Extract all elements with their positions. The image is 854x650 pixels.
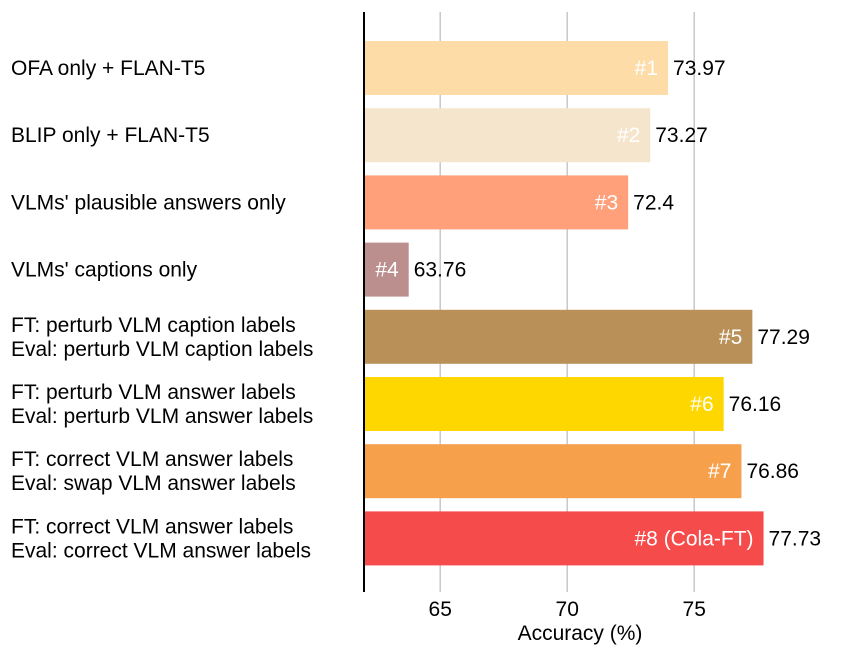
category-label-3: VLMs' plausible answers only	[11, 191, 286, 214]
bars: #1 73.97 #2 73.27 #3 72.4 #4 63.76 #5 77.29 #6 76.1…	[364, 41, 822, 566]
bar-rank-label-6: #6	[690, 393, 713, 416]
category-label-4: VLMs' captions only	[11, 259, 198, 282]
category-label-6-line-1: FT: perturb VLM answer labels	[11, 381, 296, 404]
x-tick-label-70: 70	[556, 598, 579, 621]
category-label-7-line-1: FT: correct VLM answer labels	[11, 448, 293, 471]
bar-value-label-1: 73.97	[673, 57, 726, 80]
bar-rank-label-2: #2	[617, 124, 640, 147]
bar-3	[364, 175, 629, 230]
category-labels: OFA only + FLAN-T5 BLIP only + FLAN-T5 VLM…	[11, 57, 313, 562]
bar-rank-label-4: #4	[375, 259, 399, 282]
bar-6	[364, 377, 724, 431]
bar-rank-label-8: #8 (Cola-FT)	[635, 527, 754, 550]
category-label-2: BLIP only + FLAN-T5	[11, 124, 210, 147]
category-label-5-line-2: Eval: perturb VLM caption labels	[11, 338, 313, 361]
bar-rank-label-7: #7	[708, 460, 731, 483]
bar-rank-label-3: #3	[595, 191, 618, 214]
x-tick-label-65: 65	[429, 598, 452, 621]
bar-1	[364, 41, 669, 95]
bar-value-label-7: 76.86	[746, 460, 799, 483]
bar-4	[364, 242, 409, 297]
bar-rank-label-1: #1	[635, 57, 658, 80]
bar-2	[364, 108, 651, 163]
bar-value-label-5: 77.29	[757, 326, 810, 349]
x-axis-title: Accuracy (%)	[518, 622, 643, 645]
bar-5	[364, 309, 753, 364]
x-axis: 65 70 75	[363, 12, 706, 621]
category-label-7-line-2: Eval: swap VLM answer labels	[11, 472, 296, 495]
bar-7	[364, 444, 742, 499]
category-label-1: OFA only + FLAN-T5	[11, 57, 205, 80]
grid-lines	[439, 12, 695, 592]
bar-8	[364, 511, 764, 566]
bar-value-label-2: 73.27	[655, 124, 708, 147]
bar-value-label-8: 77.73	[769, 527, 822, 550]
category-label-5-line-1: FT: perturb VLM caption labels	[11, 314, 296, 337]
bar-value-label-3: 72.4	[633, 191, 674, 214]
bar-rank-label-5: #5	[719, 326, 742, 349]
category-label-8-line-2: Eval: correct VLM answer labels	[11, 539, 311, 562]
category-label-6-line-2: Eval: perturb VLM answer labels	[11, 405, 313, 428]
x-tick-label-75: 75	[683, 598, 706, 621]
category-label-8-line-1: FT: correct VLM answer labels	[11, 515, 293, 538]
bar-value-label-6: 76.16	[729, 393, 782, 416]
bar-value-label-4: 63.76	[414, 259, 467, 282]
